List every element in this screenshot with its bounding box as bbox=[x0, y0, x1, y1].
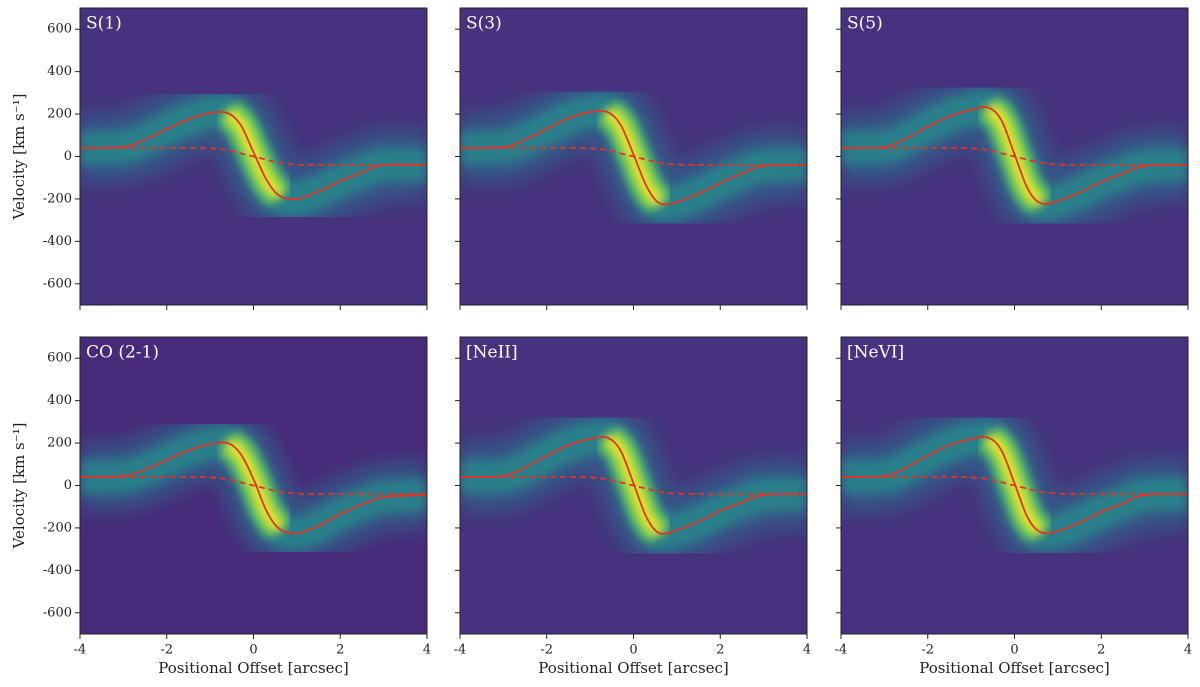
x-tick-label: -4 bbox=[835, 643, 848, 658]
model-curve bbox=[460, 436, 807, 535]
y-tick-label: -200 bbox=[43, 191, 72, 206]
y-tick-label: -600 bbox=[43, 605, 72, 620]
x-axis-label: Positional Offset [arcsec] bbox=[158, 659, 349, 677]
x-tick-label: 2 bbox=[1097, 643, 1105, 658]
y-tick-label: 400 bbox=[47, 64, 72, 79]
x-tick-label: 4 bbox=[803, 643, 811, 658]
y-tick-label: 200 bbox=[47, 436, 72, 451]
panel: [NeVI] -4 -2 0 2 4 Positional Offset [arcsec] bbox=[835, 336, 1192, 677]
model-curve bbox=[80, 441, 427, 535]
x-tick-label: 0 bbox=[629, 643, 637, 658]
x-tick-label: 0 bbox=[249, 643, 257, 658]
panel-title: [NeVI] bbox=[847, 343, 904, 363]
model-curve bbox=[841, 147, 1188, 166]
x-tick-label: 4 bbox=[423, 643, 431, 658]
y-tick-label: -600 bbox=[43, 276, 72, 291]
panel: S(3) bbox=[455, 7, 808, 310]
model-curve bbox=[841, 436, 1188, 535]
y-tick-label: 200 bbox=[47, 107, 72, 122]
x-tick-label: -2 bbox=[540, 643, 553, 658]
plot-area bbox=[841, 337, 1188, 634]
y-axis-label: Velocity [km s⁻¹] bbox=[10, 422, 28, 549]
x-axis-label: Positional Offset [arcsec] bbox=[538, 659, 729, 677]
y-tick-label: 0 bbox=[64, 149, 72, 164]
model-curve bbox=[80, 147, 427, 166]
y-tick-label: 600 bbox=[47, 351, 72, 366]
x-tick-label: 4 bbox=[1184, 643, 1192, 658]
x-tick-label: -2 bbox=[160, 643, 173, 658]
panel: CO (2-1) -4 -2 0 2 4 -600 -400 -200 0 200 400 600 Pos… bbox=[10, 336, 431, 677]
y-axis-label: Velocity [km s⁻¹] bbox=[10, 93, 28, 220]
model-curve bbox=[841, 106, 1188, 205]
model-curve bbox=[841, 476, 1188, 495]
y-tick-label: 600 bbox=[47, 22, 72, 37]
plot-area bbox=[460, 337, 807, 634]
panel-title: [NeII] bbox=[466, 343, 518, 363]
panel-title: S(5) bbox=[847, 14, 883, 34]
x-tick-label: 2 bbox=[336, 643, 344, 658]
x-tick-label: 2 bbox=[716, 643, 724, 658]
panel-title: S(1) bbox=[86, 14, 122, 34]
y-tick-label: -400 bbox=[43, 234, 72, 249]
panel: [NeII] -4 -2 0 2 4 Positional Offset [arcsec] bbox=[454, 336, 811, 677]
panel: S(5) bbox=[836, 7, 1189, 310]
model-curve bbox=[460, 109, 807, 206]
x-tick-label: -2 bbox=[921, 643, 934, 658]
model-curve bbox=[460, 147, 807, 166]
plot-area bbox=[841, 8, 1188, 305]
model-curve bbox=[80, 476, 427, 495]
model-curve bbox=[460, 476, 807, 495]
panel-title: CO (2-1) bbox=[86, 343, 159, 363]
y-tick-label: -200 bbox=[43, 520, 72, 535]
plot-area bbox=[80, 337, 427, 634]
x-axis-label: Positional Offset [arcsec] bbox=[919, 659, 1110, 677]
y-tick-label: 400 bbox=[47, 393, 72, 408]
plot-area bbox=[460, 8, 807, 305]
y-tick-label: 0 bbox=[64, 478, 72, 493]
panel-title: S(3) bbox=[466, 14, 502, 34]
x-tick-label: -4 bbox=[74, 643, 87, 658]
x-tick-label: 0 bbox=[1010, 643, 1018, 658]
panel: S(1) -600 -400 -200 0 200 400 600 Velocity [km s… bbox=[10, 7, 428, 310]
model-curve bbox=[80, 110, 427, 201]
x-tick-label: -4 bbox=[454, 643, 467, 658]
plot-area bbox=[80, 8, 427, 305]
y-tick-label: -400 bbox=[43, 563, 72, 578]
